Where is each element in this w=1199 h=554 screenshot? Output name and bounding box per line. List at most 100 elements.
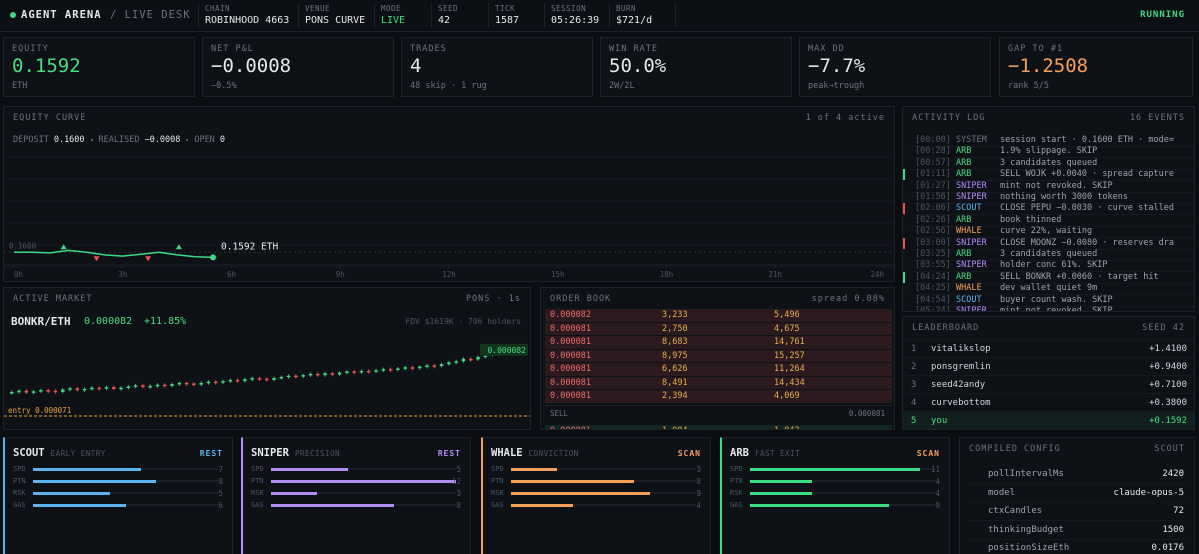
book-row: 0.000081 6,626 11,264 [545, 363, 892, 376]
field-value: 42 [438, 15, 451, 26]
field-divider [431, 3, 432, 28]
player: vitalikslop [931, 344, 991, 354]
event-accent [903, 271, 905, 283]
event-divider [911, 157, 1194, 159]
event-agent: SCOUT [956, 294, 982, 305]
bar-track [750, 492, 935, 494]
candle [425, 365, 429, 367]
candle [126, 386, 131, 389]
stat-sub: −0.5% [211, 81, 237, 91]
stat-value: 4 [935, 489, 940, 498]
stat-value: −7.7% [808, 55, 866, 77]
bar-track [750, 480, 935, 482]
summary-label: OPEN [194, 135, 215, 145]
leaderboard-row: 2 ponsgremlin +0.9400 [903, 357, 1194, 376]
x-tick-label: 12h [442, 270, 456, 279]
event-divider [911, 146, 1194, 147]
event-text: CLOSE MOONZ −0.0080 · reserves dra [1000, 237, 1174, 248]
stat-bar [511, 503, 573, 507]
candle [323, 373, 327, 376]
book-size: 3,233 [662, 310, 688, 320]
brand-subtitle: / LIVE DESK [110, 9, 191, 21]
pnl: +1.4100 [1149, 344, 1187, 354]
event-agent: WHALE [956, 283, 982, 294]
stat-sub: ETH [12, 81, 28, 91]
stat-sub: peak→trough [808, 81, 865, 91]
stat-card: TRADES 4 48 skip · 1 rug [401, 37, 593, 97]
bar-track [271, 492, 456, 494]
book-price: 0.000082 [550, 310, 591, 320]
candle [439, 364, 444, 367]
book-total: 4,675 [774, 323, 800, 334]
equity-chart: 0.1600 0h 3h 6h 9h 12h 15h 18h 21h 24h 0.1592 ETH [4, 156, 894, 279]
summary-value: 0 [219, 135, 225, 145]
leaderboard-row: 3 seed42andy +0.7100 [903, 375, 1194, 394]
book-price: 0.000081 [550, 364, 591, 374]
event-time: [04:54] [915, 294, 951, 305]
stat-bar [750, 479, 812, 483]
stat-bar [511, 491, 650, 495]
event-agent: SNIPER [956, 180, 987, 191]
candle [24, 390, 29, 393]
event-text: dev wallet quiet 9m [1000, 283, 1098, 294]
candle [330, 373, 335, 375]
stat-bar [271, 467, 349, 471]
candle [104, 387, 109, 389]
event-agent: SCOUT [956, 203, 982, 214]
field-value: $721/d [616, 15, 653, 26]
field-value: 05:26:39 [551, 15, 600, 26]
candle [10, 391, 14, 394]
bar-track [33, 492, 218, 494]
stat-label: GAS [251, 501, 264, 509]
book-price: 0.000081 [550, 426, 591, 429]
candle [155, 384, 160, 387]
market-price: 0.000082 [84, 316, 133, 327]
candle [279, 376, 284, 379]
book-total: 14,434 [774, 377, 805, 388]
stat-bar [271, 503, 395, 507]
event-agent: ARB [956, 157, 972, 168]
event-divider [911, 214, 1194, 216]
config-key: pollIntervalMs [988, 469, 1064, 479]
stat-bar [271, 491, 318, 495]
pair: BONKR/ETH [11, 315, 71, 328]
candle [133, 385, 138, 387]
stat-label: RSK [13, 489, 26, 497]
event-text: buyer count wash. SKIP [1000, 294, 1113, 305]
candle [163, 384, 167, 387]
event-text: session start · 0.1600 ETH · mode= [1000, 135, 1174, 145]
event-time: [01:11] [915, 169, 951, 180]
stat-sub: 48 skip · 1 rug [410, 81, 487, 91]
sell-divider [545, 405, 892, 406]
field-divider [488, 3, 489, 28]
trade-marker [145, 256, 152, 262]
x-tick-label: 18h [660, 270, 674, 279]
config-key: ctxCandles [988, 506, 1043, 517]
agent-state: REST [437, 449, 461, 458]
stat-value: 9 [696, 489, 701, 498]
event-divider [911, 191, 1194, 193]
stat-card: NET P&L −0.0008 −0.5% [202, 37, 394, 97]
x-tick-label: 21h [768, 270, 782, 279]
field-divider [609, 3, 610, 28]
field-label: BURN [616, 4, 637, 13]
event-text: CLOSE PEPU −0.0030 · curve stalled [1000, 203, 1174, 214]
player: seed42andy [931, 380, 986, 390]
agent-name: SCOUT EARLY ENTRY [13, 447, 106, 459]
event-accent [903, 203, 905, 215]
equity-line [14, 249, 214, 259]
book-total: 15,257 [774, 350, 805, 361]
candle [410, 367, 415, 369]
stat-label: SPD [730, 465, 743, 473]
event-agent: SNIPER [956, 306, 987, 312]
stat-value: 8 [456, 501, 461, 510]
panel-meta: PONS · 1s [465, 294, 521, 304]
config-divider [968, 483, 1188, 484]
rank: 5 [911, 416, 917, 426]
x-tick-label: 15h [551, 270, 565, 279]
candle [75, 388, 80, 391]
stat-label: RSK [491, 489, 504, 497]
candle [31, 391, 36, 393]
candle [250, 378, 254, 380]
